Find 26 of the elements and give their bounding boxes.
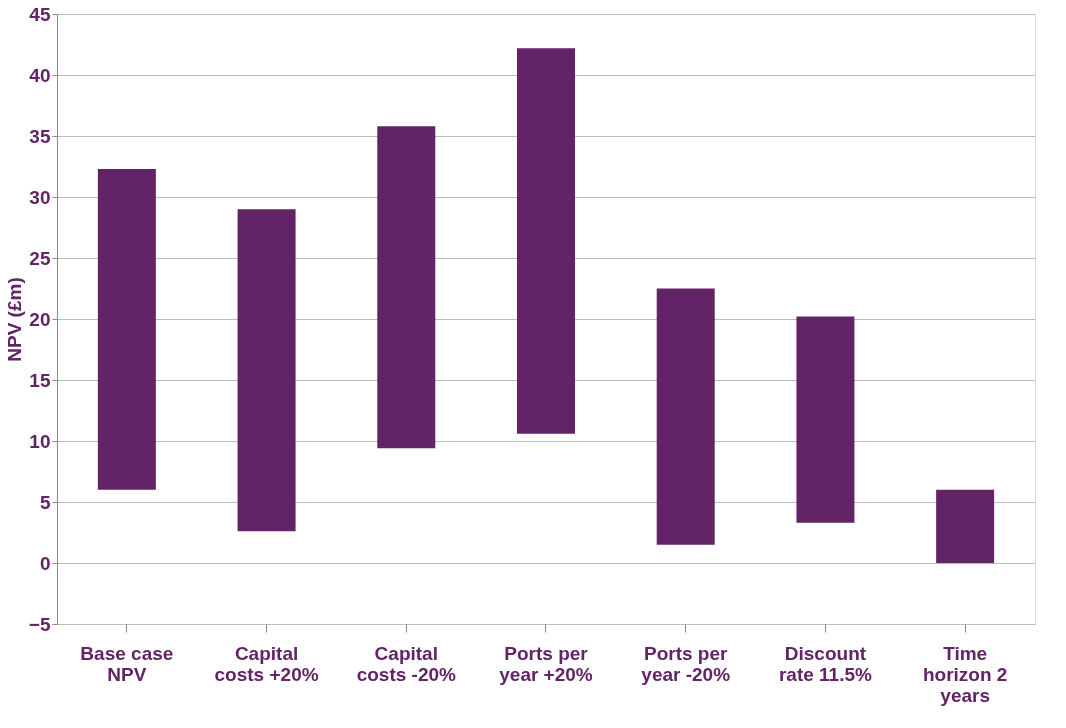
y-tick-label: 10 <box>29 430 51 452</box>
y-tick-label: 0 <box>39 552 51 574</box>
bar <box>97 168 156 490</box>
y-tick-label: 15 <box>29 369 51 391</box>
y-tick-label: 35 <box>29 125 51 147</box>
bar <box>377 126 436 449</box>
bar <box>656 288 715 545</box>
y-tick-label: 40 <box>29 64 51 86</box>
x-tick-label: Time horizon 2 years <box>922 642 1008 706</box>
bar <box>517 48 575 434</box>
y-axis-title: NPV (£m) <box>3 277 25 362</box>
bar <box>796 316 855 523</box>
x-tick-label: Ports per year -20% <box>641 642 731 685</box>
y-tick-label: 25 <box>29 247 51 269</box>
y-tick-label: 20 <box>29 308 51 330</box>
y-tick-label: −5 <box>28 613 51 635</box>
y-tick-label: 5 <box>39 491 51 513</box>
x-tick-label: Capital costs -20% <box>356 642 457 685</box>
bar <box>936 489 995 563</box>
y-tick-label: 30 <box>29 186 51 208</box>
bar <box>237 209 296 532</box>
y-tick-label: 45 <box>29 3 51 25</box>
x-tick-label: Ports per year +20% <box>499 642 593 685</box>
x-tick-label: Capital costs +20% <box>214 642 319 685</box>
x-tick-label: Discount rate 11.5% <box>778 642 873 685</box>
x-tick-label: Base case NPV <box>80 642 174 685</box>
